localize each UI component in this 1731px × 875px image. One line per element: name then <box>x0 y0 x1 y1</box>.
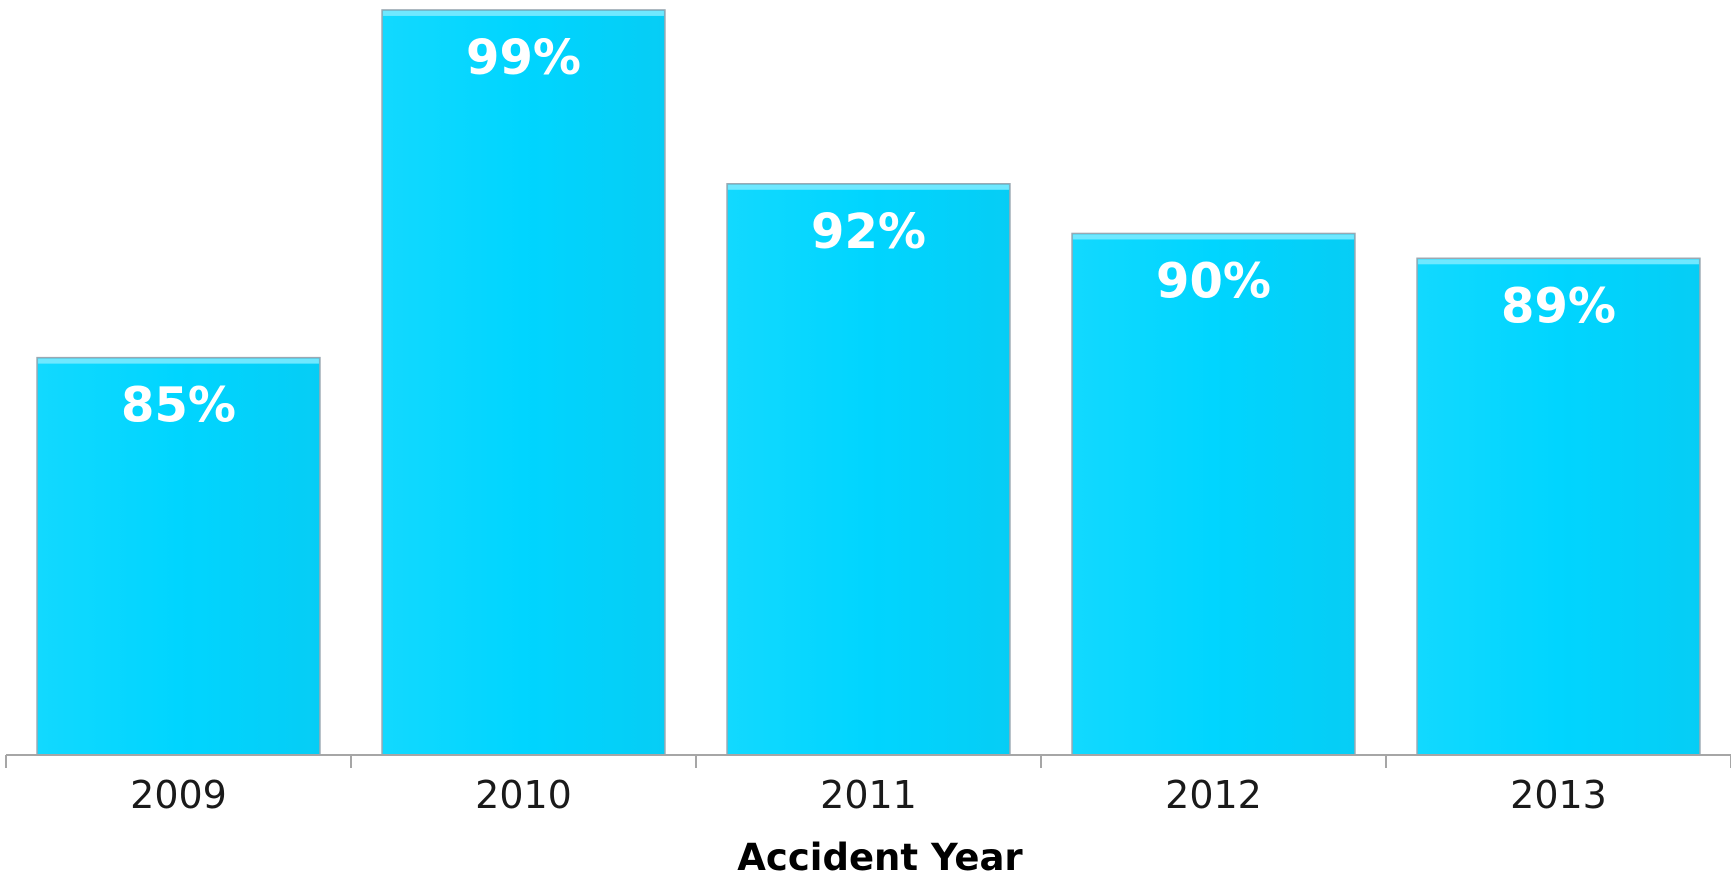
x-tick-label-2011: 2011 <box>820 773 917 817</box>
bar-2009 <box>36 356 321 756</box>
x-tick-label-2012: 2012 <box>1165 773 1262 817</box>
x-tick-label-2010: 2010 <box>475 773 572 817</box>
bar-top-highlight <box>1073 234 1354 240</box>
bar-2012 <box>1071 232 1356 756</box>
x-axis-ticks <box>5 755 1731 768</box>
data-label-2010: 99% <box>466 30 581 86</box>
bar-2013 <box>1416 257 1701 756</box>
x-axis-tick-labels: 2009 2010 2011 2012 2013 <box>130 773 1607 817</box>
x-tick-label-2013: 2013 <box>1510 773 1607 817</box>
x-tick-label-2009: 2009 <box>130 773 227 817</box>
bar-2011 <box>726 183 1011 756</box>
bar-2010 <box>381 9 666 756</box>
x-axis-title: Accident Year <box>737 836 1023 875</box>
bar-top-highlight <box>383 10 664 16</box>
data-label-2011: 92% <box>811 204 926 260</box>
data-labels-group: 85% 99% 92% 90% 89% <box>121 30 1616 434</box>
data-label-2012: 90% <box>1156 253 1271 309</box>
bars-group <box>36 9 1701 756</box>
data-label-2009: 85% <box>121 378 236 434</box>
bar-top-highlight <box>1418 259 1699 265</box>
bar-top-highlight <box>38 358 319 364</box>
bar-top-highlight <box>728 184 1009 190</box>
data-label-2013: 89% <box>1501 278 1616 334</box>
